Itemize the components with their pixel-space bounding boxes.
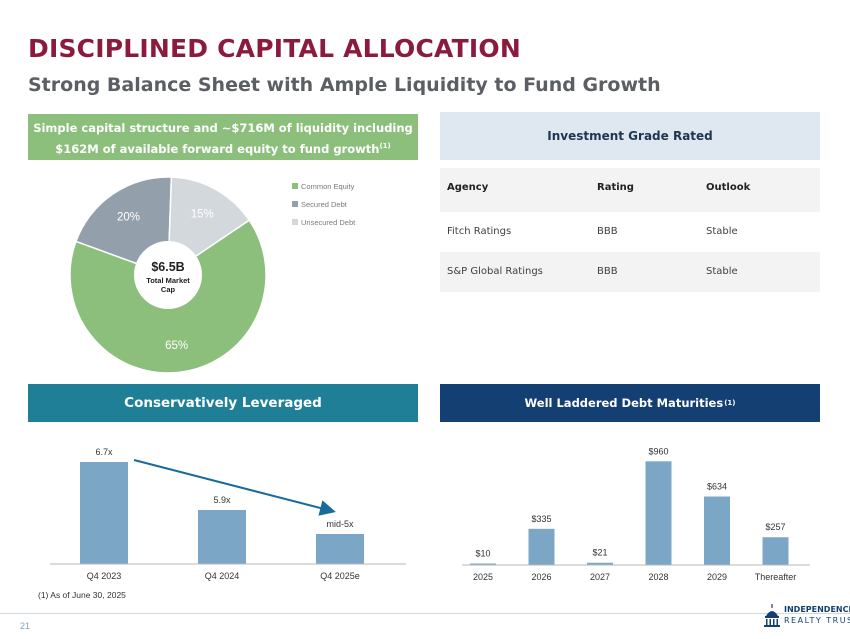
maturities-banner: Well Laddered Debt Maturities (1) bbox=[440, 384, 820, 422]
logo-line2: REALTY TRUST bbox=[784, 616, 850, 625]
ratings-table-header-row: Agency Rating Outlook bbox=[440, 168, 820, 208]
leverage-bars: 6.7x Q4 2023 5.9x Q4 2024 mid-5x Q4 2025e bbox=[50, 447, 406, 581]
pie-center-label-line1: Total Market bbox=[146, 276, 190, 285]
pie-legend: Common Equity Secured Debt Unsecured Debt bbox=[292, 182, 356, 227]
bar-2029 bbox=[704, 496, 730, 565]
pie-slice-label: 20% bbox=[117, 212, 140, 224]
legend-swatch bbox=[292, 183, 298, 189]
bar-q4-2024 bbox=[198, 510, 246, 564]
logo-line1: INDEPENDENCE bbox=[784, 605, 850, 614]
table-row: Fitch Ratings BBB Stable bbox=[440, 212, 820, 252]
maturities-banner-label: Well Laddered Debt Maturities bbox=[524, 396, 724, 410]
leverage-banner: Conservatively Leveraged bbox=[28, 384, 418, 422]
bar-data-label: $257 bbox=[765, 522, 785, 532]
bar-data-label: $10 bbox=[475, 549, 490, 559]
x-tick-label: Q4 2023 bbox=[87, 571, 122, 581]
maturity-bars: $10 2025 $335 2026 $21 2027 $960 2028 $634 2029 $2… bbox=[462, 446, 810, 582]
ratings-agency-cell: Fitch Ratings bbox=[447, 226, 512, 237]
pie-center-label: $6.5B Total Market Cap bbox=[134, 241, 202, 309]
capital-structure-banner: Simple capital structure and ~$716M of l… bbox=[28, 114, 418, 160]
bar-data-label: $634 bbox=[707, 482, 727, 492]
x-tick-label: Q4 2025e bbox=[320, 571, 360, 581]
capital-structure-footnote-ref: (1) bbox=[379, 142, 391, 150]
bar-2026 bbox=[528, 528, 555, 565]
leverage-trend-arrow bbox=[133, 459, 336, 516]
legend-item: Common Equity bbox=[301, 182, 355, 191]
ratings-outlook-cell: Stable bbox=[706, 266, 738, 277]
bar-data-label: 5.9x bbox=[213, 495, 231, 505]
x-tick-label: 2029 bbox=[707, 572, 727, 582]
x-tick-label: 2027 bbox=[590, 572, 610, 582]
pie-center-value: $6.5B bbox=[151, 260, 184, 274]
x-tick-label: 2026 bbox=[531, 572, 551, 582]
bar-data-label: $21 bbox=[592, 548, 607, 558]
leverage-bar-chart: 6.7x Q4 2023 5.9x Q4 2024 mid-5x Q4 2025e bbox=[50, 447, 406, 581]
maturities-bar-chart: $10 2025 $335 2026 $21 2027 $960 2028 $634 2029 $2… bbox=[462, 446, 810, 582]
capital-structure-banner-line2: $162M of available forward equity to fun… bbox=[55, 141, 380, 156]
x-tick-label: Q4 2024 bbox=[205, 571, 240, 581]
x-tick-label: 2028 bbox=[648, 572, 668, 582]
bar-thereafter bbox=[762, 537, 789, 565]
bar-data-label: $960 bbox=[648, 446, 668, 456]
capitol-dome-icon bbox=[764, 604, 780, 627]
legend-swatch bbox=[292, 219, 298, 225]
bar-q4-2023 bbox=[80, 462, 128, 564]
footer-divider bbox=[0, 613, 850, 614]
ratings-agency-cell: S&P Global Ratings bbox=[447, 266, 543, 277]
maturities-footnote-ref: (1) bbox=[724, 399, 736, 407]
bar-2025 bbox=[470, 563, 496, 565]
legend-item: Unsecured Debt bbox=[301, 218, 356, 227]
bar-data-label: $335 bbox=[531, 514, 551, 524]
pie-center-hole bbox=[134, 241, 202, 309]
ratings-rating-cell: BBB bbox=[597, 226, 618, 237]
page-number: 21 bbox=[20, 621, 31, 631]
bar-2028 bbox=[645, 461, 672, 565]
pie-center-label-line2: Cap bbox=[161, 285, 176, 294]
capital-structure-pie-chart: 20% 15% 65% $6.5B Total Market Cap Common … bbox=[69, 176, 356, 374]
ratings-header: Investment Grade Rated bbox=[440, 112, 820, 160]
legend-swatch bbox=[292, 201, 298, 207]
x-tick-label: Thereafter bbox=[755, 572, 797, 582]
page-subtitle: Strong Balance Sheet with Ample Liquidit… bbox=[28, 74, 661, 96]
table-row: S&P Global Ratings BBB Stable bbox=[440, 252, 820, 292]
ratings-col-rating: Rating bbox=[597, 182, 634, 193]
x-tick-label: 2025 bbox=[473, 572, 493, 582]
bar-data-label: mid-5x bbox=[326, 519, 354, 529]
pie-labels: 20% 15% 65% bbox=[117, 208, 214, 352]
footnote: (1) As of June 30, 2025 bbox=[38, 590, 126, 600]
capital-structure-banner-line1: Simple capital structure and ~$716M of l… bbox=[33, 121, 413, 135]
ratings-outlook-cell: Stable bbox=[706, 226, 738, 237]
ratings-rating-cell: BBB bbox=[597, 266, 618, 277]
bar-2027 bbox=[587, 562, 613, 565]
ratings-col-outlook: Outlook bbox=[706, 182, 751, 193]
legend-item: Secured Debt bbox=[301, 200, 348, 209]
pie-slice-label: 15% bbox=[191, 208, 214, 220]
pie-slice-label: 65% bbox=[165, 340, 188, 352]
page-title: DISCIPLINED CAPITAL ALLOCATION bbox=[28, 34, 521, 63]
ratings-col-agency: Agency bbox=[447, 182, 489, 193]
bar-q4-2025e bbox=[316, 534, 364, 564]
bar-data-label: 6.7x bbox=[95, 447, 113, 457]
